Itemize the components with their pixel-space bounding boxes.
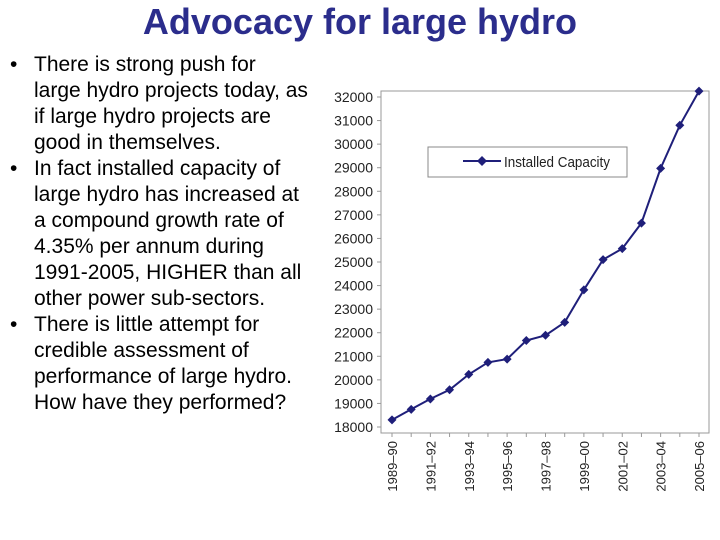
bullet-item: • In fact installed capacity of large hyd… [8,156,308,312]
x-tick-label: 1999–00 [577,441,592,492]
data-point [425,394,435,404]
data-point [694,86,704,96]
bullet-list: • There is strong push for large hydro pr… [8,52,308,416]
x-axis: 1989–90 1991–92 1993–94 1995–96 1997–98 1999–… [385,433,707,492]
x-tick-label: 1989–90 [385,441,400,492]
y-tick-label: 32000 [334,89,373,105]
y-tick-label: 29000 [334,160,373,176]
y-tick-label: 18000 [334,419,373,435]
y-tick-label: 19000 [334,395,373,411]
y-tick-label: 26000 [334,230,373,246]
data-point [560,317,570,327]
data-point [656,163,666,173]
bullet-marker: • [10,313,18,336]
y-tick-label: 20000 [334,372,373,388]
x-tick-label: 2005–06 [692,441,707,492]
y-tick-label: 24000 [334,278,373,294]
data-point [445,385,455,395]
x-tick-label: 1991–92 [423,441,438,492]
bullet-text: There is strong push for large hydro pro… [34,53,308,154]
plot-frame [380,90,710,434]
data-point [636,218,646,228]
y-tick-label: 28000 [334,183,373,199]
y-tick-label: 22000 [334,325,373,341]
series-line-installed-capacity [391,90,700,421]
bullet-text: In fact installed capacity of large hydr… [34,157,302,310]
data-point [598,255,608,265]
y-tick-label: 21000 [334,348,373,364]
data-point [502,354,512,364]
series-points [387,86,704,425]
data-point [464,369,474,379]
data-point [579,285,589,295]
legend: Installed Capacity [427,146,628,178]
y-tick-label: 27000 [334,207,373,223]
data-point [617,244,627,254]
y-axis: 18000 19000 20000 21000 22000 23000 24000 25000… [334,89,381,435]
bullet-item: • There is strong push for large hydro pr… [8,52,308,156]
y-tick-label: 23000 [334,301,373,317]
y-tick-label: 31000 [334,113,373,129]
data-point [541,330,550,340]
bullet-marker: • [10,157,18,180]
data-point [521,335,531,345]
y-tick-label: 25000 [334,254,373,270]
x-tick-label: 1993–94 [462,441,477,492]
bullet-text: There is little attempt for credible ass… [34,313,292,414]
legend-box [427,146,628,178]
slide-title: Advocacy for large hydro [142,1,578,42]
x-tick-label: 2003–04 [654,441,669,492]
x-tick-label: 1997–98 [539,441,554,492]
x-tick-label: 1995–96 [500,441,515,492]
data-point [675,120,685,130]
x-tick-label: 2001–02 [615,441,630,492]
data-point [406,404,416,414]
legend-label: Installed Capacity [504,154,610,171]
bullet-marker: • [10,53,18,76]
y-tick-label: 30000 [334,136,373,152]
bullet-item: • There is little attempt for credible as… [8,312,308,416]
legend-marker-icon [477,156,487,166]
data-point [483,357,493,367]
data-point [387,415,397,425]
